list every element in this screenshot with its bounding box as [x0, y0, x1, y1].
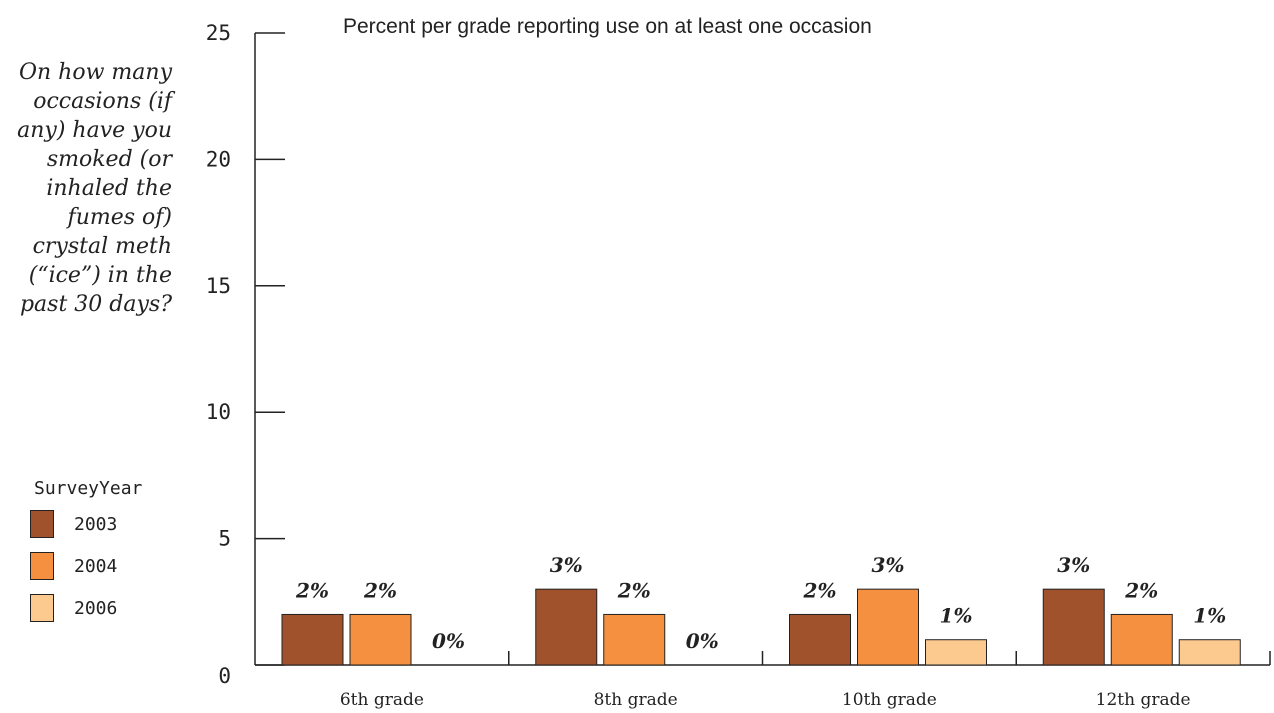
- data-label: 2%: [363, 578, 397, 602]
- y-tick-label: 10: [206, 400, 231, 424]
- data-label: 2%: [295, 578, 329, 602]
- bar: [1042, 588, 1105, 666]
- y-tick-label: 15: [206, 274, 231, 298]
- legend-title: SurveyYear: [34, 478, 143, 499]
- x-tick-label: 12th grade: [1096, 690, 1191, 710]
- survey-question: On how many occasions (if any) have you …: [17, 60, 172, 317]
- data-label: 1%: [1193, 604, 1226, 628]
- data-label: 2%: [617, 578, 651, 602]
- bar: [1178, 639, 1241, 666]
- legend-label-2003: 2003: [74, 513, 118, 535]
- data-label: 3%: [1057, 553, 1090, 577]
- y-tick-label: 0: [218, 664, 231, 688]
- x-tick-label: 8th grade: [594, 690, 678, 710]
- legend-item-2003: 2003: [30, 509, 142, 539]
- legend-item-2004: 2004: [30, 551, 142, 581]
- bar: [535, 588, 598, 666]
- bar: [789, 613, 851, 666]
- legend-swatch-2006: [30, 594, 54, 622]
- y-tick-label: 25: [206, 21, 231, 45]
- legend-item-2006: 2006: [30, 593, 142, 623]
- legend: SurveyYear 2003 2004 2006: [30, 478, 142, 635]
- data-label: 0%: [432, 629, 465, 653]
- x-tick-label: 10th grade: [842, 690, 937, 710]
- data-label: 3%: [550, 553, 583, 577]
- bar: [857, 588, 919, 666]
- legend-swatch-2004: [30, 552, 54, 580]
- data-label: 2%: [1124, 578, 1158, 602]
- bar: [281, 613, 344, 666]
- data-label: 2%: [803, 578, 837, 602]
- chart-title: Percent per grade reporting use on at le…: [343, 15, 872, 38]
- legend-swatch-2003: [30, 510, 54, 538]
- y-tick-label: 5: [218, 527, 231, 551]
- data-label: 0%: [686, 629, 719, 653]
- y-tick-label: 20: [206, 147, 231, 171]
- bar: [349, 613, 412, 666]
- x-tick-label: 6th grade: [340, 690, 424, 710]
- bar: [1110, 613, 1173, 666]
- legend-label-2006: 2006: [74, 597, 118, 619]
- bar: [925, 639, 987, 666]
- bar: [603, 613, 666, 666]
- legend-label-2004: 2004: [74, 555, 118, 577]
- data-label: 1%: [940, 604, 973, 628]
- data-label: 3%: [872, 553, 905, 577]
